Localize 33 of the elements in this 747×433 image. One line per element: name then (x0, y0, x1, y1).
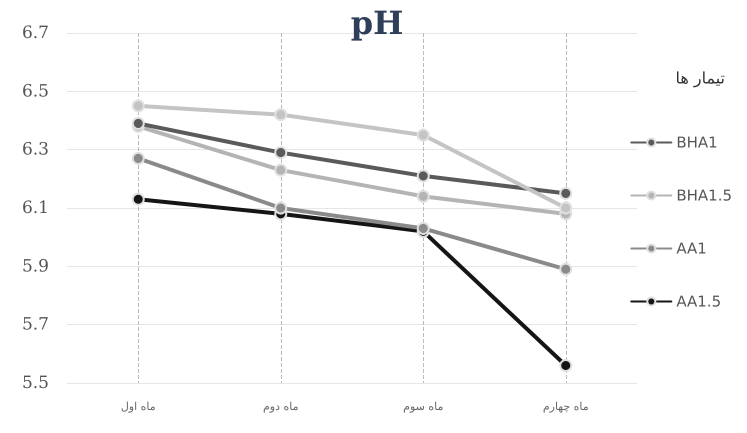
point (559, 186, 572, 200)
point (559, 202, 572, 214)
point (416, 190, 430, 203)
y-tick-label: 5.5 (22, 373, 49, 393)
point (559, 262, 572, 276)
point (416, 128, 430, 142)
x-tick-label: ماه اول (120, 400, 156, 413)
legend-label: AA1 (676, 240, 707, 258)
legend-label: BHA1 (676, 134, 718, 152)
x-tick-label: ماه چهارم (542, 400, 589, 413)
y-tick-label: 6.1 (22, 198, 49, 218)
point (274, 202, 288, 214)
point (132, 192, 145, 206)
point (132, 116, 145, 130)
point (274, 108, 288, 122)
y-tick-label: 6.7 (22, 23, 49, 43)
legend-title: تیمار ها (675, 68, 725, 88)
point (416, 169, 430, 182)
y-tick-label: 6.5 (22, 81, 49, 102)
y-tick-label: 5.7 (22, 314, 49, 335)
legend-label: AA1.5 (676, 292, 722, 310)
point (559, 359, 572, 372)
chart-title: pH (350, 4, 404, 42)
point (132, 152, 145, 165)
point (416, 222, 430, 235)
x-tick-label: ماه دوم (262, 400, 299, 413)
point (274, 164, 288, 177)
x-tick-label: ماه سوم (403, 400, 444, 413)
y-tick-label: 6.3 (22, 140, 49, 160)
y-tick-label: 5.9 (22, 256, 49, 276)
point (274, 146, 288, 160)
point (132, 99, 145, 112)
legend-label: BHA1.5 (676, 186, 732, 204)
